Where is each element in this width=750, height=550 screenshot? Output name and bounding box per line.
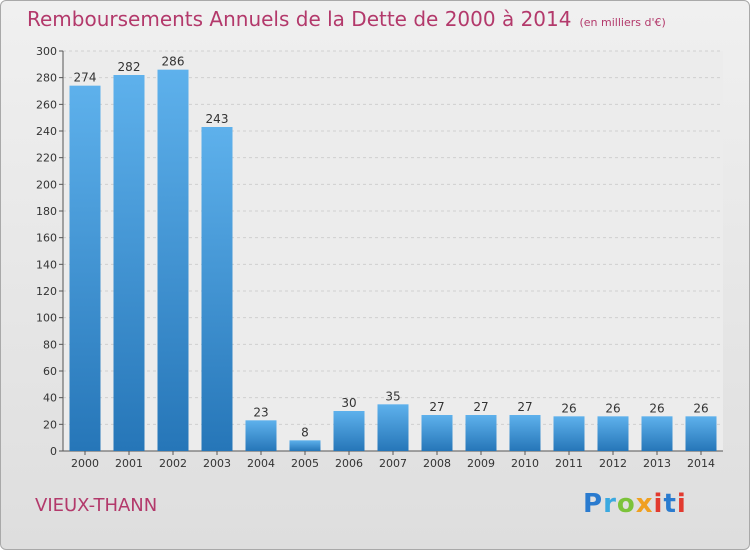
title-text: Remboursements Annuels de la Dette de 20… [27, 7, 572, 31]
data-label: 35 [385, 389, 400, 403]
y-tick-label: 100 [36, 312, 57, 325]
bar [509, 415, 541, 451]
data-label: 282 [118, 60, 141, 74]
y-tick-label: 120 [36, 285, 57, 298]
logo-letter: t [663, 489, 677, 519]
y-tick-label: 200 [36, 178, 57, 191]
y-tick-label: 260 [36, 98, 57, 111]
data-label: 27 [517, 400, 532, 414]
logo-letter: r [603, 489, 617, 519]
x-tick-label: 2011 [555, 457, 583, 470]
bar [245, 420, 277, 451]
bar [641, 416, 673, 451]
data-label: 8 [301, 425, 309, 439]
logo-letter: o [616, 489, 636, 519]
x-tick-label: 2000 [71, 457, 99, 470]
title-unit: (en milliers d'€) [579, 16, 666, 29]
y-tick-label: 40 [43, 392, 57, 405]
data-label: 27 [429, 400, 444, 414]
y-tick-label: 60 [43, 365, 57, 378]
data-label: 26 [605, 401, 620, 415]
x-tick-label: 2007 [379, 457, 407, 470]
y-tick-label: 180 [36, 205, 57, 218]
logo-letter: x [635, 489, 654, 519]
x-tick-label: 2012 [599, 457, 627, 470]
y-tick-label: 20 [43, 418, 57, 431]
x-tick-label: 2005 [291, 457, 319, 470]
bar [597, 416, 629, 451]
y-tick-label: 140 [36, 258, 57, 271]
y-tick-label: 240 [36, 125, 57, 138]
data-label: 27 [473, 400, 488, 414]
logo-letter: P [583, 489, 604, 519]
x-tick-label: 2002 [159, 457, 187, 470]
bar [685, 416, 717, 451]
x-tick-label: 2004 [247, 457, 275, 470]
proxiti-logo[interactable]: Proxiti [583, 489, 687, 519]
logo-letter: i [676, 489, 687, 519]
y-tick-label: 0 [50, 445, 57, 458]
data-label: 26 [693, 401, 708, 415]
x-tick-label: 2010 [511, 457, 539, 470]
x-tick-label: 2009 [467, 457, 495, 470]
commune-name: VIEUX-THANN [35, 495, 158, 516]
logo-letter: i [653, 489, 664, 519]
y-tick-label: 300 [36, 45, 57, 58]
bar [333, 411, 365, 451]
x-tick-label: 2013 [643, 457, 671, 470]
bar [377, 404, 409, 451]
y-tick-label: 220 [36, 152, 57, 165]
data-label: 274 [74, 71, 97, 85]
bar [69, 85, 101, 452]
y-tick-label: 280 [36, 72, 57, 85]
bar [465, 415, 497, 451]
bar [157, 69, 189, 452]
data-label: 30 [341, 396, 356, 410]
chart-title: Remboursements Annuels de la Dette de 20… [27, 7, 666, 31]
bar [421, 415, 453, 451]
bar [113, 75, 145, 451]
y-tick-label: 80 [43, 338, 57, 351]
y-tick-label: 160 [36, 232, 57, 245]
x-tick-label: 2008 [423, 457, 451, 470]
data-label: 26 [561, 401, 576, 415]
bar [553, 416, 585, 451]
bar [289, 440, 321, 451]
x-tick-label: 2014 [687, 457, 715, 470]
bar [201, 127, 233, 451]
data-label: 243 [206, 112, 229, 126]
data-label: 26 [649, 401, 664, 415]
data-label: 286 [162, 55, 185, 69]
data-label: 23 [253, 405, 268, 419]
x-tick-label: 2003 [203, 457, 231, 470]
x-tick-label: 2001 [115, 457, 143, 470]
x-tick-label: 2006 [335, 457, 363, 470]
